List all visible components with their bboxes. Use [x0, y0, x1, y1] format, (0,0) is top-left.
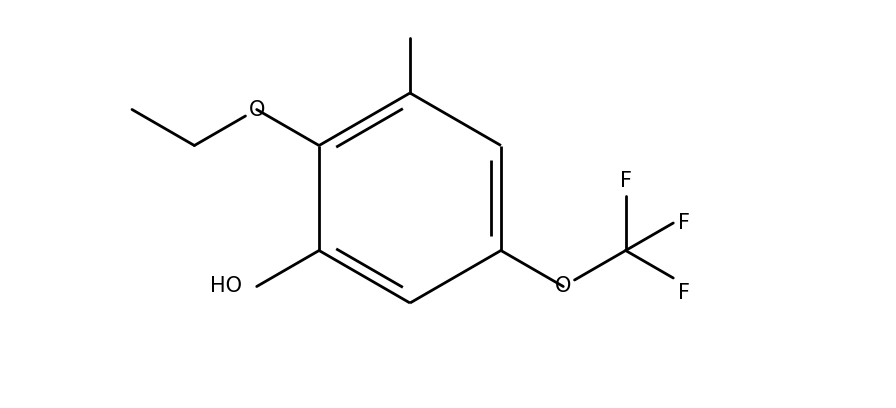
Text: O: O	[556, 277, 572, 297]
Text: HO: HO	[210, 277, 242, 297]
Text: F: F	[620, 171, 632, 191]
Text: O: O	[248, 100, 265, 120]
Text: F: F	[678, 283, 690, 303]
Text: F: F	[678, 213, 690, 233]
